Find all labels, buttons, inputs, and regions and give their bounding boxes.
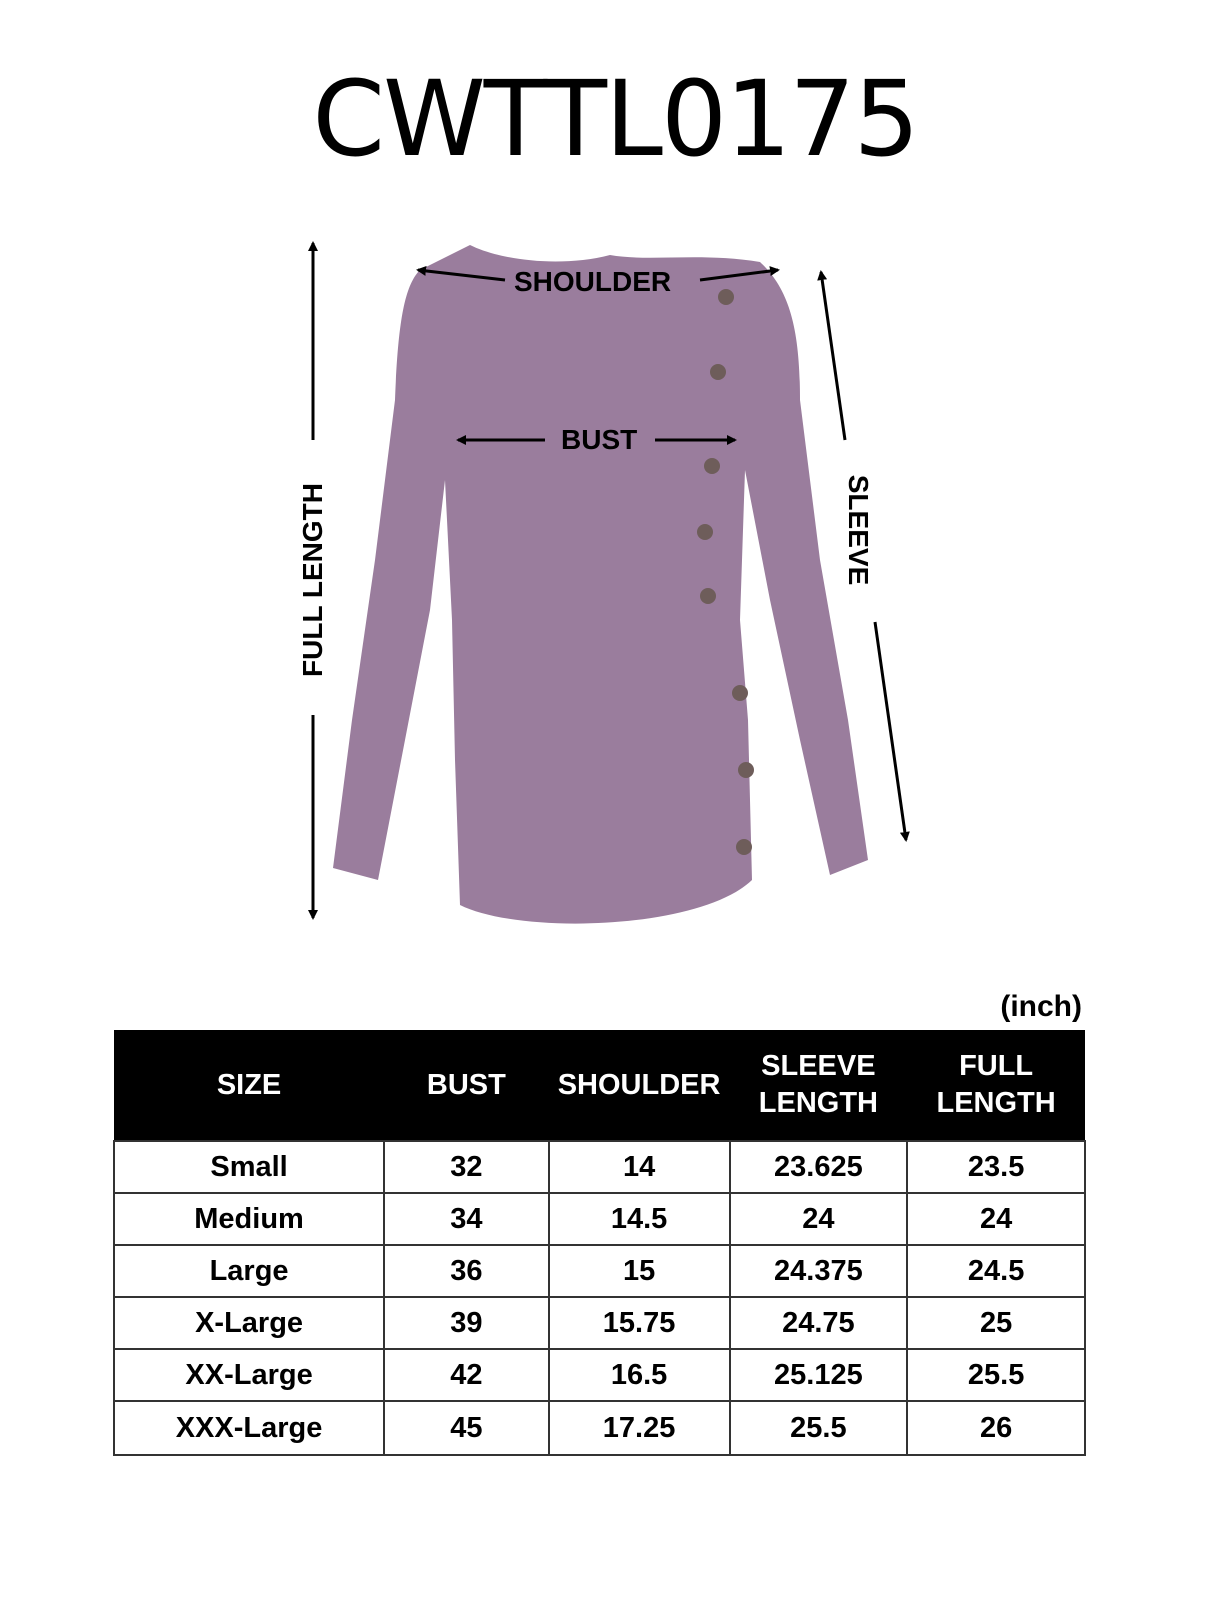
shoulder-arrow-right <box>699 266 780 282</box>
table-row: Medium 34 14.5 24 24 <box>112 1192 1086 1246</box>
header-full-length-text: FULL LENGTH <box>936 1050 1056 1119</box>
table-cell: 24.75 <box>728 1296 909 1350</box>
table-cell: 25.5 <box>906 1348 1086 1402</box>
table-row: Large 36 15 24.375 24.5 <box>112 1244 1086 1298</box>
table-cell: 45 <box>383 1400 550 1456</box>
garment-shape <box>333 245 868 924</box>
table-cell: Small <box>112 1140 386 1194</box>
table-cell: 15 <box>547 1244 731 1298</box>
table-row: XX-Large 42 16.5 25.125 25.5 <box>112 1348 1086 1402</box>
table-cell: 24 <box>728 1192 909 1246</box>
header-full-length: FULL LENGTH <box>907 1030 1085 1141</box>
sleeve-arrow-down <box>873 621 910 842</box>
table-cell: 17.25 <box>547 1400 731 1456</box>
garment-illustration <box>308 241 910 924</box>
table-cell: 36 <box>383 1244 550 1298</box>
table-cell: 24 <box>906 1192 1086 1246</box>
product-code-title: CWTTL0175 <box>312 58 919 180</box>
table-row: X-Large 39 15.75 24.75 25 <box>112 1296 1086 1350</box>
table-cell: 25 <box>906 1296 1086 1350</box>
sleeve-label: SLEEVE <box>843 474 874 586</box>
table-cell: XX-Large <box>112 1348 386 1402</box>
table-row: XXX-Large 45 17.25 25.5 26 <box>112 1400 1086 1456</box>
table-row: Small 32 14 23.625 23.5 <box>112 1140 1086 1194</box>
table-cell: Large <box>112 1244 386 1298</box>
sleeve-arrow-up <box>817 270 847 441</box>
table-cell: 23.5 <box>906 1140 1086 1194</box>
table-cell: 14 <box>547 1140 731 1194</box>
table-cell: 26 <box>906 1400 1086 1456</box>
full-length-label: FULL LENGTH <box>297 483 328 677</box>
table-cell: 24.5 <box>906 1244 1086 1298</box>
header-sleeve-length: SLEEVE LENGTH <box>729 1030 908 1141</box>
table-cell: 16.5 <box>547 1348 731 1402</box>
table-header-row: SIZE BUST SHOULDER SLEEVE LENGTH FULL LE… <box>114 1030 1085 1141</box>
bust-label: BUST <box>561 424 638 455</box>
header-sleeve-length-text: SLEEVE LENGTH <box>758 1050 878 1119</box>
table-cell: 34 <box>383 1192 550 1246</box>
table-cell: 23.625 <box>728 1140 909 1194</box>
button-icons <box>697 289 754 855</box>
table-cell: 25.125 <box>728 1348 909 1402</box>
header-shoulder: SHOULDER <box>548 1030 730 1141</box>
unit-label: (inch) <box>1000 990 1082 1023</box>
table-cell: 15.75 <box>547 1296 731 1350</box>
table-cell: 42 <box>383 1348 550 1402</box>
header-size: SIZE <box>114 1030 385 1141</box>
header-bust: BUST <box>384 1030 549 1141</box>
shoulder-label: SHOULDER <box>514 266 672 297</box>
table-cell: 32 <box>383 1140 550 1194</box>
table-cell: 39 <box>383 1296 550 1350</box>
table-cell: X-Large <box>112 1296 386 1350</box>
table-cell: XXX-Large <box>112 1400 386 1456</box>
size-table: SIZE BUST SHOULDER SLEEVE LENGTH FULL LE… <box>112 1030 1086 1456</box>
table-cell: 25.5 <box>728 1400 909 1456</box>
table-cell: 24.375 <box>728 1244 909 1298</box>
table-cell: Medium <box>112 1192 386 1246</box>
table-cell: 14.5 <box>547 1192 731 1246</box>
shoulder-arrow-left <box>416 265 506 282</box>
